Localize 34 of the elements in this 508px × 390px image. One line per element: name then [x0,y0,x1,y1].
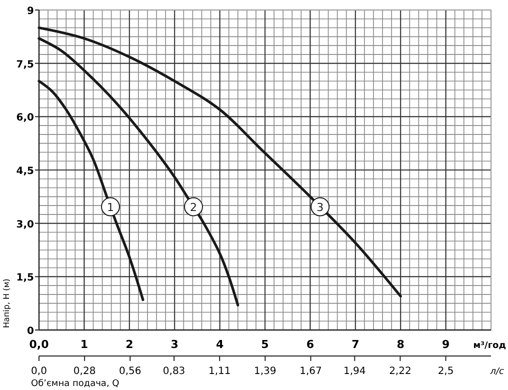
y-tick-label: 7,5 [16,59,34,70]
x-tick-label: 3 [170,338,178,351]
x-tick-label: 5 [261,338,269,351]
x-tick-label: 9 [442,338,450,351]
x-tick-label: 2 [126,338,134,351]
x2-tick-label: 1,94 [344,366,366,377]
series-label: 3 [316,200,324,214]
y-tick-label: 4,5 [16,166,34,177]
x-tick-label: 1 [80,338,88,351]
y-tick-label: 3,0 [16,219,34,230]
text: Об’ємна подача, Q [31,379,120,389]
x2-tick-label: 1,39 [254,366,276,377]
x-tick-label: 0,0 [29,338,50,351]
x2-tick-label: 0,0 [31,366,47,377]
x-axis-title: м³/год [473,341,506,351]
x-tick-label: 6 [306,338,314,351]
x-tick-label: 7 [352,338,360,351]
x2-tick-label: 0,28 [73,366,96,377]
x2-tick-label: 2,5 [438,366,454,377]
x-tick-label: 4 [216,338,224,351]
x2-tick-label: 0,56 [118,366,142,377]
x2-tick-label: 1,11 [208,366,231,377]
x2-tick-label: 1,67 [300,366,322,377]
x2-tick-label: 2,22 [389,366,412,377]
x2-axis-title: л/с [489,367,504,377]
x-tick-label: 8 [396,338,404,351]
y-tick-label: 1,5 [16,272,34,284]
series-label: 2 [190,200,197,214]
y-tick-label: 0 [27,326,34,337]
y-axis-title: Напір, H (м) [2,278,11,328]
series-label: 1 [106,200,114,214]
y-tick-label: 9 [27,6,34,17]
x2-tick-label: 0,83 [162,366,186,377]
y-tick-label: 6,0 [16,112,34,124]
